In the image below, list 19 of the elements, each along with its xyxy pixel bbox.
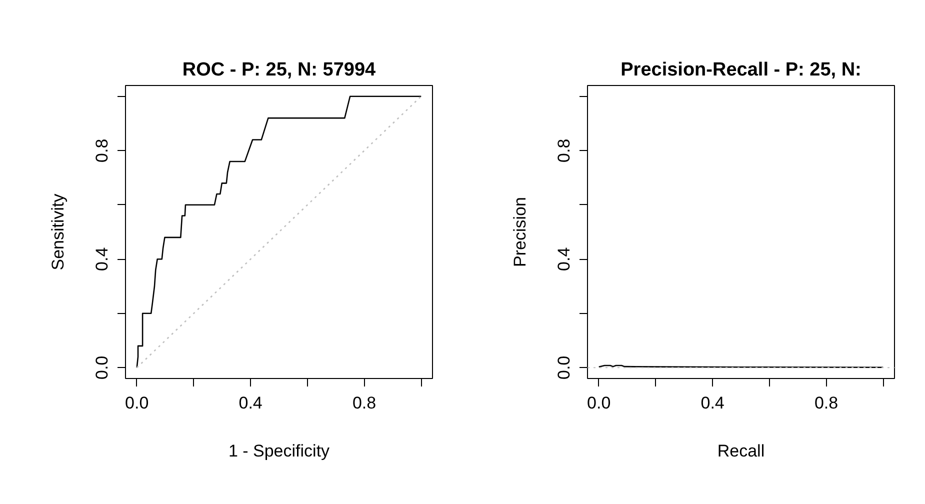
x-tick-label: 0.4	[238, 394, 262, 412]
y-tick-label: 0.4	[554, 247, 574, 271]
y-tick-label: 0.8	[92, 138, 112, 162]
x-tick-label: 0.0	[125, 394, 149, 412]
y-tick-label: 0.0	[554, 356, 574, 380]
y-tick-label: 0.8	[554, 138, 574, 162]
y-tick-label: 0.4	[92, 247, 112, 271]
x-tick-label: 0.8	[814, 394, 838, 412]
y-axis-title: Precision	[510, 197, 530, 267]
chart-title: Precision-Recall - P: 25, N:	[620, 60, 862, 80]
y-tick-label: 0.0	[92, 356, 112, 380]
x-tick-label: 0.0	[587, 394, 611, 412]
y-axis-title: Sensitivity	[48, 193, 68, 270]
x-axis-title: 1 - Specificity	[228, 442, 330, 460]
x-axis-title: Recall	[717, 442, 765, 460]
x-tick-label: 0.8	[352, 394, 376, 412]
x-tick-label: 0.4	[700, 394, 724, 412]
line-series	[136, 96, 422, 368]
chart-title: ROC - P: 25, N: 57994	[182, 60, 376, 80]
